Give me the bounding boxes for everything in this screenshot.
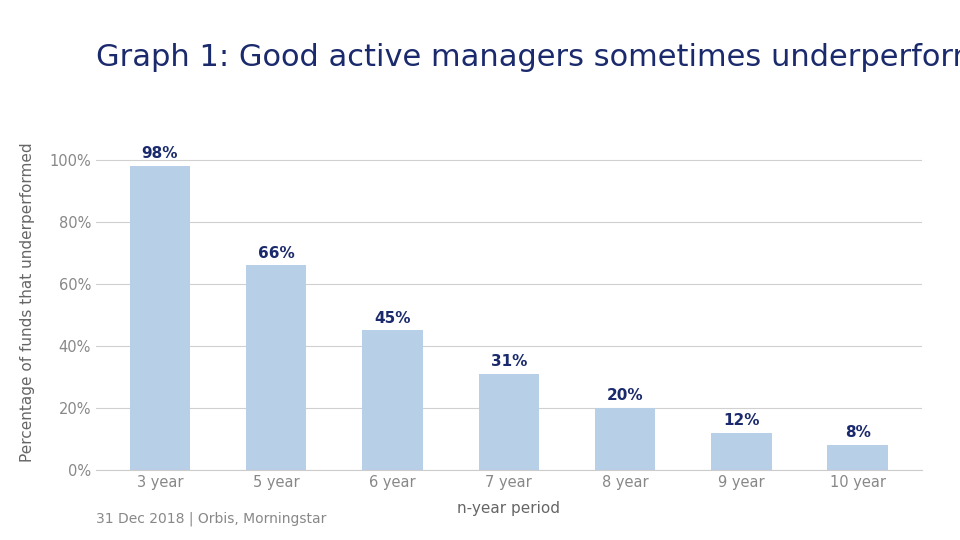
X-axis label: n-year period: n-year period [457,501,561,516]
Bar [362,330,422,470]
Text: 31 Dec 2018 | Orbis, Morningstar: 31 Dec 2018 | Orbis, Morningstar [96,512,326,526]
Text: 8%: 8% [845,426,871,440]
Text: 98%: 98% [142,146,179,161]
Text: 12%: 12% [723,413,759,428]
Y-axis label: Percentage of funds that underperformed: Percentage of funds that underperformed [20,143,36,462]
Text: 31%: 31% [491,354,527,369]
Bar [130,166,190,470]
Text: 45%: 45% [374,310,411,326]
Text: Graph 1: Good active managers sometimes underperform: Graph 1: Good active managers sometimes … [96,43,960,72]
Bar [479,374,539,470]
Bar [711,433,772,470]
Text: 20%: 20% [607,388,643,403]
Text: 66%: 66% [258,246,295,261]
Bar [246,265,306,470]
Bar [828,445,888,470]
Bar [595,408,656,470]
